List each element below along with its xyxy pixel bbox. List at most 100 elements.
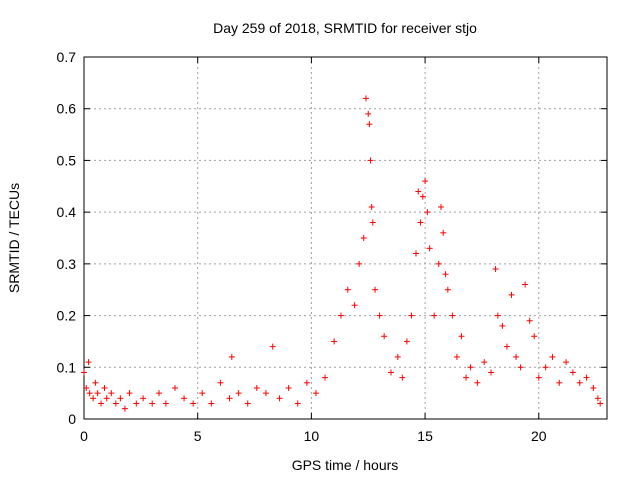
data-point [356, 260, 363, 267]
data-point [126, 390, 133, 397]
data-point [513, 353, 520, 360]
data-point [387, 369, 394, 376]
data-point [422, 178, 429, 185]
x-tick-labels: 0 5 10 15 20 [80, 428, 547, 444]
data-point [508, 291, 515, 298]
data-point [235, 390, 242, 397]
data-point [531, 333, 538, 340]
data-point [481, 359, 488, 366]
data-point [351, 302, 358, 309]
data-point [394, 353, 401, 360]
y-tick-labels: 0 0.1 0.2 0.3 0.4 0.5 0.6 0.7 [57, 49, 77, 427]
y-tick-label: 0.2 [57, 308, 77, 324]
data-point [365, 110, 372, 117]
data-point [156, 390, 163, 397]
data-point [431, 312, 438, 319]
x-axis-label: GPS time / hours [292, 457, 399, 473]
data-point [199, 390, 206, 397]
y-tick-label: 0.3 [57, 256, 77, 272]
data-point [526, 317, 533, 324]
y-axis-label: SRMTID / TECUs [6, 183, 22, 293]
data-point [467, 364, 474, 371]
data-point [244, 400, 251, 407]
data-point [344, 286, 351, 293]
y-tick-label: 0 [68, 411, 76, 427]
data-point [140, 395, 147, 402]
data-point [294, 400, 301, 407]
data-point [366, 121, 373, 128]
data-point [517, 364, 524, 371]
data-point [149, 400, 156, 407]
data-point [117, 395, 124, 402]
gridlines [84, 57, 607, 419]
data-point [217, 379, 224, 386]
data-point [549, 353, 556, 360]
data-point [444, 286, 451, 293]
data-point [415, 188, 422, 195]
x-tick-label: 5 [194, 428, 202, 444]
data-point [453, 353, 460, 360]
x-tick-label: 20 [531, 428, 547, 444]
data-point [522, 281, 529, 288]
data-point [408, 312, 415, 319]
data-point [162, 400, 169, 407]
data-point [372, 286, 379, 293]
data-point [590, 384, 597, 391]
data-point [563, 359, 570, 366]
data-point [331, 338, 338, 345]
data-point [121, 405, 128, 412]
x-tick-label: 0 [80, 428, 88, 444]
data-point [171, 384, 178, 391]
data-point [449, 312, 456, 319]
data-point [399, 374, 406, 381]
data-point [376, 312, 383, 319]
data-point [542, 364, 549, 371]
data-point [262, 390, 269, 397]
chart-title: Day 259 of 2018, SRMTID for receiver stj… [213, 20, 477, 36]
data-point [303, 379, 310, 386]
data-point [269, 343, 276, 350]
data-point [181, 395, 188, 402]
data-point [226, 395, 233, 402]
data-point [362, 95, 369, 102]
data-point [285, 384, 292, 391]
plot-frame [83, 56, 608, 420]
data-point [583, 374, 590, 381]
data-point [417, 219, 424, 226]
data-point [424, 209, 431, 216]
axis-ticks [83, 56, 607, 420]
data-point [83, 384, 90, 391]
data-point [81, 369, 87, 376]
data-point [103, 395, 110, 402]
data-point [576, 379, 583, 386]
data-point [492, 266, 499, 273]
data-point [276, 395, 283, 402]
data-point [208, 400, 215, 407]
data-point [133, 400, 140, 407]
data-point [369, 219, 376, 226]
data-point [535, 374, 542, 381]
y-tick-label: 0.7 [57, 49, 77, 65]
data-point [360, 235, 367, 241]
data-point [494, 312, 501, 319]
data-point [458, 333, 465, 340]
data-point [92, 379, 99, 386]
data-point [112, 400, 119, 407]
data-point [253, 384, 260, 391]
data-point [503, 343, 510, 350]
data-point [442, 271, 449, 278]
y-tick-label: 0.1 [57, 359, 77, 375]
data-point [474, 379, 481, 386]
x-tick-label: 15 [417, 428, 433, 444]
data-point [419, 193, 426, 200]
y-tick-label: 0.6 [57, 101, 77, 117]
data-point [337, 312, 344, 319]
data-point [94, 390, 101, 397]
data-point [597, 400, 604, 407]
data-point [108, 390, 115, 397]
data-point [381, 333, 388, 340]
data-point [463, 374, 470, 381]
data-point [367, 157, 374, 164]
data-point [403, 338, 410, 345]
